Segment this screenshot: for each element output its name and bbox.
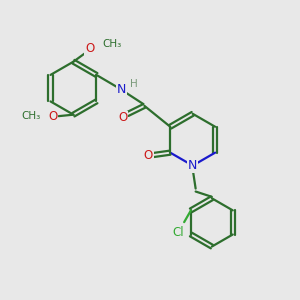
Text: O: O [118,111,127,124]
Text: O: O [48,110,58,123]
Text: H: H [130,79,137,89]
Text: O: O [144,149,153,162]
Text: CH₃: CH₃ [21,111,40,121]
Text: O: O [85,42,94,55]
Text: CH₃: CH₃ [102,39,121,49]
Text: Cl: Cl [172,226,184,239]
Text: N: N [117,83,126,96]
Text: N: N [188,159,197,172]
